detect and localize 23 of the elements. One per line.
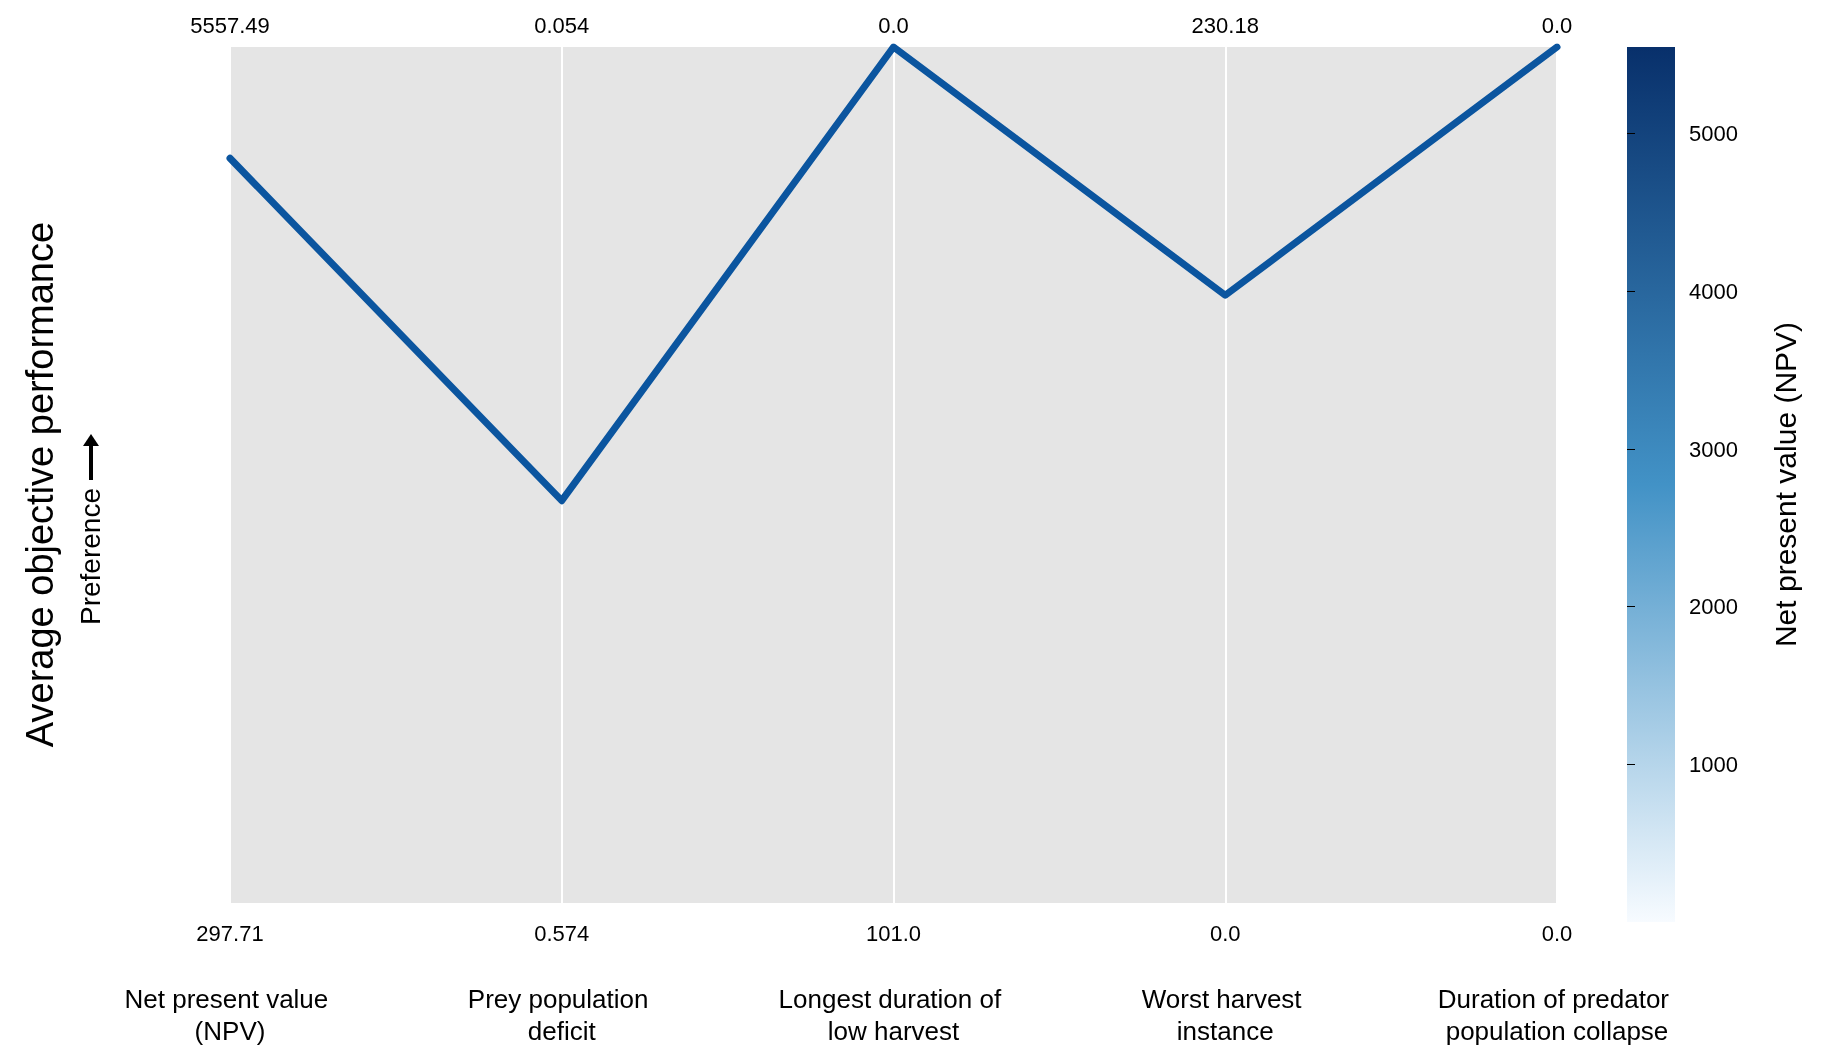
x-tick-label: Prey population deficit bbox=[467, 984, 656, 1046]
color-bar-label: 5000 bbox=[1689, 121, 1738, 147]
text: 0.0 bbox=[1209, 920, 1241, 946]
color-bar-label: 1000 bbox=[1689, 751, 1738, 777]
x-tick-label: Longest duration of low harvest bbox=[778, 984, 1009, 1046]
text: 0.574 bbox=[534, 920, 590, 946]
x-tick-label: Net present value (NPV) bbox=[124, 984, 336, 1046]
x-tick-label: Worst harvest instance bbox=[1141, 984, 1309, 1046]
text: 297.71 bbox=[196, 920, 264, 946]
text: Preference bbox=[75, 487, 107, 625]
text: 101.0 bbox=[865, 920, 922, 946]
x-tick-label: Duration of predator population collapse bbox=[1437, 984, 1677, 1046]
color-bar-label: 4000 bbox=[1689, 278, 1738, 304]
text: 230.18 bbox=[1191, 12, 1259, 38]
text: 0.0 bbox=[878, 12, 909, 38]
color-bar-title: Net present value (NPV) bbox=[1768, 321, 1802, 648]
color-bar-label: 3000 bbox=[1689, 436, 1738, 462]
y-axis-title: Average objective performance bbox=[19, 221, 61, 748]
color-bar-label: 2000 bbox=[1689, 594, 1738, 620]
text: 0.0 bbox=[1541, 920, 1573, 946]
text: 0.054 bbox=[534, 12, 590, 38]
text: 5557.49 bbox=[190, 12, 270, 38]
text: 0.0 bbox=[1541, 12, 1573, 38]
